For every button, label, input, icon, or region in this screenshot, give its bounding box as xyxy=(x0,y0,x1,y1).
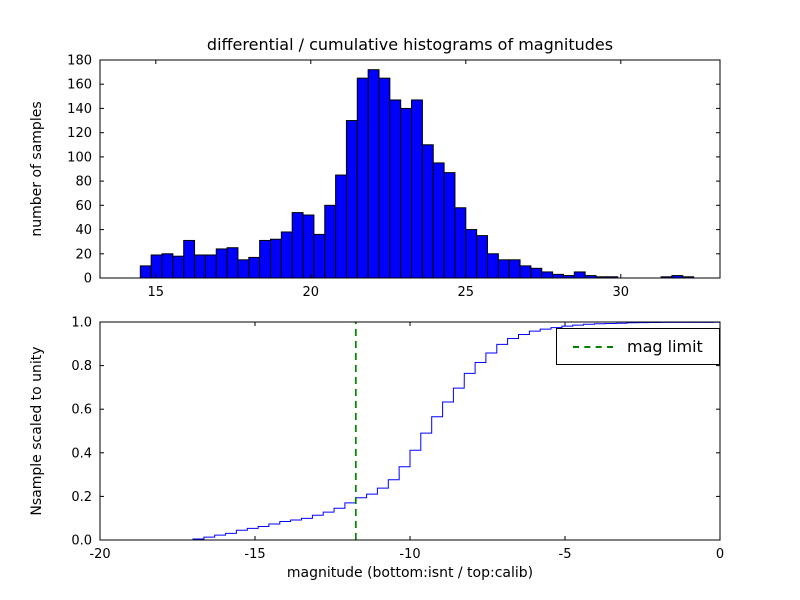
y-tick-label: 0.4 xyxy=(71,446,92,461)
histogram-bar xyxy=(367,69,380,279)
histogram-bar xyxy=(215,248,228,279)
histogram-bar xyxy=(226,247,239,279)
axes-frame xyxy=(99,321,721,541)
y-tick-label: 0.2 xyxy=(71,490,92,505)
x-tick-label: 25 xyxy=(458,285,475,300)
axes-frame xyxy=(99,59,721,279)
legend: mag limit xyxy=(556,328,720,365)
x-tick-label: 30 xyxy=(613,285,630,300)
histogram-bar xyxy=(313,233,326,279)
histogram-bar xyxy=(335,174,347,279)
x-tick-label: 15 xyxy=(148,285,165,300)
histogram-bar xyxy=(259,239,271,279)
histogram-bar xyxy=(573,271,586,279)
x-tick-label: 20 xyxy=(303,285,320,300)
y-tick-label: 0 xyxy=(84,272,92,287)
histogram-bar xyxy=(443,172,456,279)
histogram-bar xyxy=(497,259,510,279)
histogram-bar xyxy=(389,99,402,279)
histogram-bar xyxy=(237,259,250,279)
histogram-bar xyxy=(139,265,152,279)
histogram-bar xyxy=(345,120,358,279)
x-tick-label: 0 xyxy=(716,547,724,562)
x-tick-label: -15 xyxy=(244,547,265,562)
histogram-bar xyxy=(324,204,337,279)
y-tick-label: 180 xyxy=(67,54,92,69)
histogram-bar xyxy=(411,99,423,279)
y-tick-label: 80 xyxy=(75,175,92,190)
histogram-bar xyxy=(270,238,282,279)
histogram-bar xyxy=(421,144,434,279)
histogram-bar xyxy=(302,214,315,279)
bottom-plot-xlabel: magnitude (bottom:isnt / top:calib) xyxy=(286,565,534,581)
histogram-bar xyxy=(541,271,554,279)
histogram-bar xyxy=(291,212,304,279)
histogram-bar xyxy=(519,265,532,279)
histogram-bar xyxy=(183,239,196,279)
cumulative-curve xyxy=(192,321,720,540)
y-tick-label: 20 xyxy=(75,247,92,262)
y-tick-label: 0.0 xyxy=(71,534,92,549)
figure-title: differential / cumulative histograms of … xyxy=(206,35,614,54)
histogram-bar xyxy=(476,235,488,279)
histogram-bar xyxy=(530,267,543,279)
histogram-bar xyxy=(400,107,413,279)
histogram-bar xyxy=(487,253,499,279)
x-tick-label: -20 xyxy=(89,547,110,562)
legend-label: mag limit xyxy=(627,337,703,356)
y-tick-label: 1.0 xyxy=(71,316,92,331)
histogram-bar xyxy=(194,254,206,279)
y-tick-label: 100 xyxy=(67,150,92,165)
y-tick-label: 0.8 xyxy=(71,359,92,374)
histogram-bar xyxy=(454,207,467,279)
y-tick-label: 160 xyxy=(67,78,92,93)
x-tick-label: -5 xyxy=(559,547,572,562)
histogram-bar xyxy=(432,162,445,279)
y-tick-label: 120 xyxy=(67,126,92,141)
histogram-bar xyxy=(280,231,293,279)
y-tick-label: 140 xyxy=(67,102,92,117)
histogram-bar xyxy=(356,77,369,279)
histogram-bar xyxy=(172,255,185,279)
histogram-bar xyxy=(150,254,163,279)
x-tick-label: -10 xyxy=(399,547,420,562)
y-tick-label: 0.6 xyxy=(71,403,92,418)
histogram-bar xyxy=(248,256,261,279)
histogram-bar xyxy=(161,253,174,279)
histogram-bar xyxy=(552,273,564,279)
y-tick-label: 60 xyxy=(75,199,92,214)
histogram-bar xyxy=(508,259,521,279)
y-tick-label: 40 xyxy=(75,223,92,238)
histogram-bar xyxy=(378,77,391,279)
mag-limit-legend-line-icon xyxy=(573,345,613,348)
histogram-bar xyxy=(204,254,217,279)
histogram-bar xyxy=(465,229,478,279)
